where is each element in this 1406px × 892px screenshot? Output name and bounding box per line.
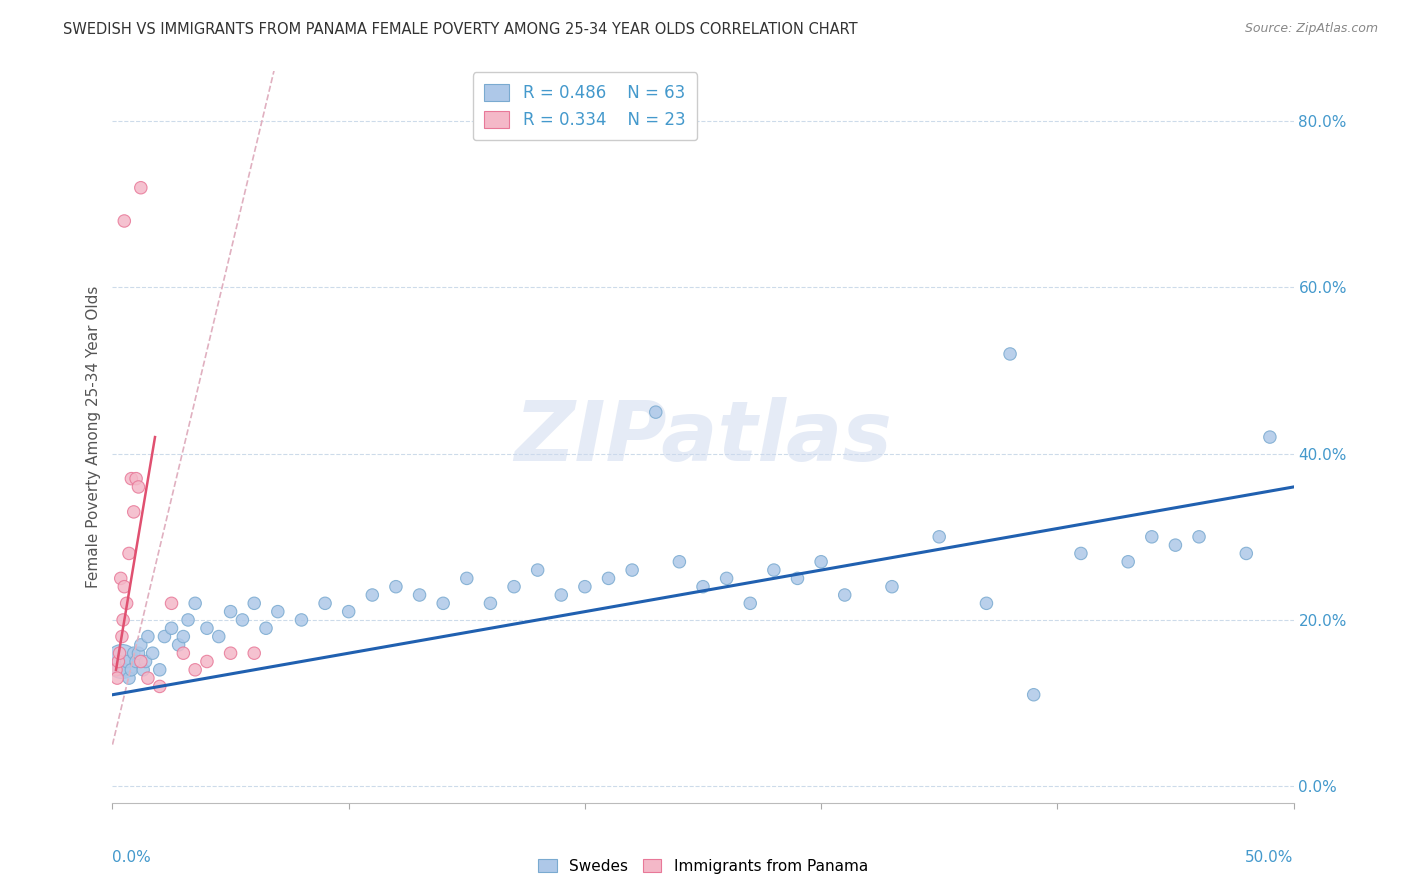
Point (208, 630, 231, 644)
Point (574, 580, 596, 594)
Point (880, 580, 903, 594)
Point (125, 655, 148, 669)
Point (112, 214, 135, 228)
Point (127, 646, 149, 660)
Point (160, 621, 183, 635)
Point (136, 630, 159, 644)
Point (503, 580, 526, 594)
Point (172, 630, 194, 644)
Point (195, 655, 218, 669)
Point (740, 596, 762, 610)
Point (129, 180, 152, 194)
Point (111, 630, 134, 644)
Point (928, 530, 950, 544)
Point (267, 605, 290, 619)
Point (432, 596, 454, 610)
Point (122, 646, 145, 660)
Point (385, 580, 408, 594)
Point (361, 588, 384, 602)
Point (1070, 546, 1092, 560)
Point (456, 571, 478, 585)
Point (526, 563, 548, 577)
Point (243, 646, 266, 660)
Text: Source: ZipAtlas.com: Source: ZipAtlas.com (1244, 22, 1378, 36)
Text: 0.0%: 0.0% (112, 850, 152, 865)
Point (132, 663, 155, 677)
Point (668, 555, 690, 569)
Point (125, 472, 148, 486)
Point (167, 638, 190, 652)
Point (243, 596, 266, 610)
Point (135, 655, 157, 669)
Point (621, 563, 644, 577)
Point (129, 638, 152, 652)
Point (692, 580, 714, 594)
Point (810, 555, 832, 569)
Point (184, 663, 207, 677)
Point (172, 646, 194, 660)
Point (408, 588, 430, 602)
Point (762, 563, 785, 577)
Point (184, 596, 207, 610)
Point (834, 588, 856, 602)
Point (129, 655, 152, 669)
Point (219, 646, 242, 660)
Point (142, 646, 165, 660)
Legend: R = 0.486    N = 63, R = 0.334    N = 23: R = 0.486 N = 63, R = 0.334 N = 23 (472, 72, 697, 140)
Y-axis label: Female Poverty Among 25-34 Year Olds: Female Poverty Among 25-34 Year Olds (86, 286, 101, 588)
Point (127, 480, 149, 494)
Point (177, 613, 200, 627)
Point (976, 596, 998, 610)
Point (716, 571, 738, 585)
Text: 50.0%: 50.0% (1246, 850, 1294, 865)
Point (112, 613, 135, 627)
Point (111, 655, 134, 669)
Text: SWEDISH VS IMMIGRANTS FROM PANAMA FEMALE POVERTY AMONG 25-34 YEAR OLDS CORRELATI: SWEDISH VS IMMIGRANTS FROM PANAMA FEMALE… (63, 22, 858, 37)
Point (115, 596, 138, 610)
Point (153, 630, 176, 644)
Point (105, 671, 128, 685)
Point (120, 663, 142, 677)
Point (107, 655, 129, 669)
Point (118, 671, 141, 685)
Point (314, 596, 336, 610)
Point (219, 605, 242, 619)
Point (337, 605, 360, 619)
Point (550, 588, 572, 602)
Point (1116, 555, 1139, 569)
Point (149, 680, 172, 694)
Point (1022, 688, 1045, 702)
Point (1164, 538, 1187, 552)
Point (290, 613, 312, 627)
Text: ZIPatlas: ZIPatlas (515, 397, 891, 477)
Point (112, 663, 135, 677)
Point (105, 663, 128, 677)
Point (195, 621, 218, 635)
Legend: Swedes, Immigrants from Panama: Swedes, Immigrants from Panama (531, 853, 875, 880)
Point (160, 596, 183, 610)
Point (786, 571, 808, 585)
Point (118, 546, 141, 560)
Point (1188, 530, 1211, 544)
Point (1258, 430, 1281, 444)
Point (644, 405, 666, 419)
Point (115, 655, 138, 669)
Point (110, 571, 132, 585)
Point (108, 646, 131, 660)
Point (254, 621, 277, 635)
Point (112, 580, 135, 594)
Point (120, 472, 142, 486)
Point (998, 347, 1021, 361)
Point (149, 663, 172, 677)
Point (479, 596, 502, 610)
Point (231, 613, 253, 627)
Point (1234, 546, 1257, 560)
Point (598, 571, 620, 585)
Point (122, 505, 145, 519)
Point (136, 671, 159, 685)
Point (1140, 530, 1163, 544)
